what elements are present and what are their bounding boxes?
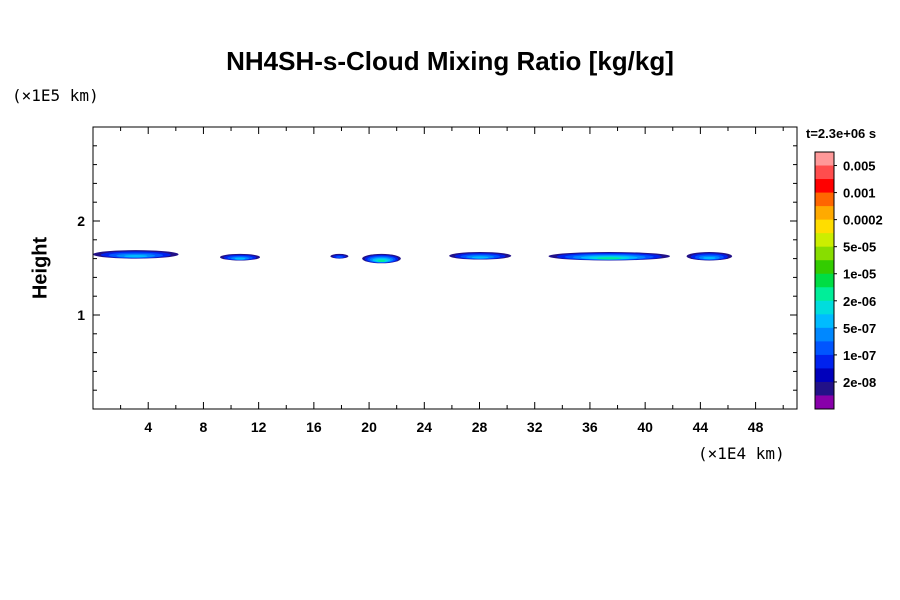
x-tick-label: 40 [637, 419, 653, 435]
x-tick-label: 8 [200, 419, 208, 435]
x-axis: 4 8 12 16 20 24 28 32 36 40 44 48 [120, 127, 784, 435]
cloud-contour [597, 257, 622, 260]
colorbar-label: 0.005 [843, 159, 876, 174]
x-tick-label: 16 [306, 419, 322, 435]
plot-frame [92, 126, 798, 410]
colorbar-cell [815, 233, 834, 248]
x-tick-label: 48 [748, 419, 764, 435]
colorbar-cell [815, 192, 834, 207]
y-axis: 12 [77, 145, 797, 391]
colorbar-cell [815, 354, 834, 369]
colorbar: 0.005 0.001 0.0002 5e-05 1e-05 2e-06 5e-07 1e-0… [814, 151, 883, 410]
cloud-field [93, 250, 733, 264]
x-tick-label: 4 [144, 419, 152, 435]
colorbar-cell [815, 165, 834, 180]
x-tick-label: 36 [582, 419, 598, 435]
colorbar-label: 2e-06 [843, 294, 876, 309]
cloud-contour [335, 256, 344, 259]
colorbar-cell [815, 219, 834, 234]
chart-title: NH4SH-s-Cloud Mixing Ratio [kg/kg] [226, 46, 674, 76]
colorbar-label: 1e-07 [843, 348, 876, 363]
x-tick-label: 32 [527, 419, 543, 435]
x-tick-label: 24 [417, 419, 433, 435]
colorbar-frame [814, 151, 835, 410]
cloud-contour [234, 257, 246, 260]
cloud-contour [377, 259, 386, 262]
colorbar-cell [815, 206, 834, 221]
cloud-contour [124, 255, 148, 258]
colorbar-cell [815, 287, 834, 302]
y-axis-unit: (×1E5 km) [12, 86, 99, 105]
colorbar-label: 0.001 [843, 186, 876, 201]
x-tick-label: 12 [251, 419, 267, 435]
cloud-contour [471, 256, 489, 259]
colorbar-cell [815, 314, 834, 329]
time-label: t=2.3e+06 s [806, 126, 877, 141]
colorbar-cell [815, 368, 834, 383]
y-tick-label: 2 [77, 213, 85, 229]
colorbar-cell [815, 381, 834, 396]
colorbar-cell [815, 341, 834, 356]
colorbar-label: 2e-08 [843, 375, 876, 390]
colorbar-cell [815, 395, 834, 410]
colorbar-cell [815, 179, 834, 194]
colorbar-cell [815, 260, 834, 275]
colorbar-cell [815, 327, 834, 342]
x-axis-unit: (×1E4 km) [698, 444, 785, 463]
cloud-contour [703, 256, 716, 260]
colorbar-cell [815, 246, 834, 261]
colorbar-label: 0.0002 [843, 213, 883, 228]
colorbar-cell [815, 152, 834, 167]
colorbar-label: 1e-05 [843, 267, 876, 282]
colorbar-label: 5e-05 [843, 240, 876, 255]
colorbar-cell [815, 300, 834, 315]
colorbar-cell [815, 273, 834, 288]
colorbar-label: 5e-07 [843, 321, 876, 336]
x-tick-label: 20 [361, 419, 377, 435]
y-tick-label: 1 [77, 307, 85, 323]
x-tick-label: 44 [693, 419, 709, 435]
x-tick-label: 28 [472, 419, 488, 435]
